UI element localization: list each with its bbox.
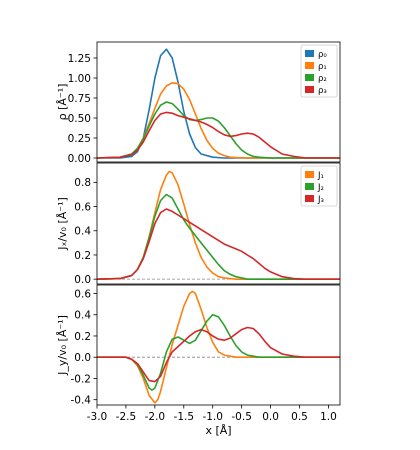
y-tick-label: 0.75 — [68, 93, 91, 105]
y-tick-label: 0.2 — [74, 331, 91, 343]
legend-swatch — [305, 50, 314, 57]
legend-swatch — [305, 195, 314, 202]
y-axis-label: Jₓ/v₀ [Å⁻¹] — [56, 197, 69, 251]
series-line-jy-1 — [97, 313, 340, 391]
legend-entry: ρ₀ — [318, 50, 327, 60]
x-tick-label: -1.5 — [174, 411, 195, 423]
x-tick-label: 0.0 — [262, 411, 279, 423]
y-tick-label: 0.00 — [68, 153, 91, 165]
x-tick-label: -2.0 — [145, 411, 166, 423]
panel-frame — [96, 162, 341, 285]
y-tick-label: 1.25 — [68, 53, 91, 65]
legend-swatch — [305, 171, 314, 178]
legend-entry: J₁ — [317, 171, 324, 181]
y-tick-label: 0.0 — [74, 352, 91, 364]
y-tick-label: 0.6 — [74, 288, 91, 300]
panel-frame — [96, 41, 341, 163]
x-axis-label: x [Å] — [205, 424, 231, 437]
y-tick-label: 0.0 — [74, 274, 91, 286]
legend-entry: J₃ — [317, 195, 324, 205]
legend-swatch — [305, 183, 314, 190]
legend-entry: ρ₃ — [318, 86, 327, 96]
y-tick-label: 0.4 — [74, 310, 91, 322]
x-tick-label: 1.0 — [320, 411, 337, 423]
legend-swatch — [305, 62, 314, 69]
x-tick-label: -2.5 — [116, 411, 137, 423]
panel-jx: 0.0 0.2 0.4 0.6 0.8 Jₓ/v₀ [Å⁻¹] J₁ J₂ J₃ — [56, 162, 341, 286]
legend-entry: J₂ — [317, 183, 324, 193]
series-line-rho-3 — [97, 111, 340, 159]
panel-jy: -0.4 -0.2 0.0 0.2 0.4 0.6 J_y/v₀ [Å⁻¹] — [56, 284, 341, 409]
legend-swatch — [305, 74, 314, 81]
y-tick-label: 0.6 — [74, 201, 91, 213]
panel-frame — [96, 284, 341, 406]
y-tick-label: 0.4 — [74, 226, 91, 238]
panel-rho: 0.00 0.25 0.50 0.75 1.00 1.25 ρ [Å⁻¹] ρ₀ ρ₁ ρ₂ ρ₃ — [56, 41, 341, 165]
legend-box — [300, 44, 338, 98]
legend-entry: ρ₂ — [318, 74, 327, 84]
legend-entry: ρ₁ — [318, 62, 327, 72]
x-tick-label: -1.0 — [202, 411, 223, 423]
series-line-jy-0 — [97, 290, 340, 404]
y-tick-label: -0.4 — [71, 394, 92, 406]
y-tick-label: 0.2 — [74, 250, 91, 262]
y-tick-label: -0.2 — [71, 373, 92, 385]
x-tick-label: -0.5 — [231, 411, 252, 423]
legend-jx: J₁ J₂ J₃ — [300, 165, 338, 207]
x-tick-label: -3.0 — [87, 411, 108, 423]
series-line-jx-1 — [97, 193, 340, 280]
series-line-rho-2 — [97, 101, 340, 159]
y-tick-label: 0.8 — [74, 177, 91, 189]
y-tick-label: 0.25 — [68, 133, 91, 145]
legend-swatch — [305, 86, 314, 93]
series-line-jx-2 — [97, 208, 340, 280]
y-axis-label: ρ [Å⁻¹] — [56, 84, 69, 121]
y-tick-label: 1.00 — [68, 73, 91, 85]
series-line-jy-2 — [97, 326, 340, 383]
x-tick-label: 0.5 — [291, 411, 308, 423]
y-tick-label: 0.50 — [68, 113, 91, 125]
legend-rho: ρ₀ ρ₁ ρ₂ ρ₃ — [300, 44, 338, 98]
y-axis-label: J_y/v₀ [Å⁻¹] — [56, 315, 69, 376]
